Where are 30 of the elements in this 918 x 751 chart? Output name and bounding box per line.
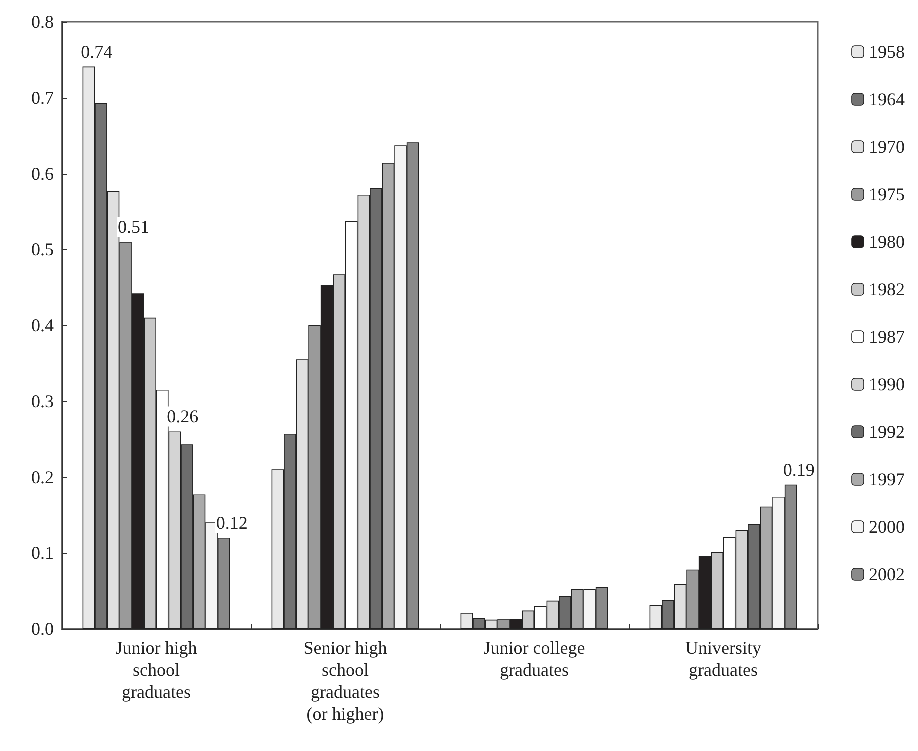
y-tick-label: 0.5 (32, 240, 54, 260)
x-tick-label: Junior college graduates (484, 638, 586, 680)
y-tick-label: 0.1 (32, 543, 54, 564)
x-tick-label: Senior high school graduates (or higher) (304, 638, 388, 724)
y-tick-label: 0.4 (32, 316, 54, 336)
x-tick-label: University graduates (686, 638, 762, 680)
data-label: 0.19 (783, 460, 815, 480)
data-label: 0.12 (216, 512, 248, 533)
y-tick-label: 0.6 (32, 164, 54, 184)
y-tick-label: 0.3 (32, 391, 54, 412)
legend-label: 2000 (869, 517, 905, 537)
legend-label: 1992 (869, 422, 905, 442)
legend-label: 1975 (869, 184, 905, 204)
legend-label: 2002 (869, 564, 905, 584)
legend-label: 1982 (869, 280, 905, 300)
legend-label: 1958 (869, 42, 905, 62)
y-tick-label: 0.0 (32, 619, 54, 639)
legend-label: 1997 (869, 470, 905, 490)
legend-label: 1964 (869, 90, 905, 110)
legend-label: 1990 (869, 374, 905, 394)
data-label: 0.51 (118, 217, 150, 238)
x-tick-label: Junior high school graduates (116, 638, 198, 702)
legend-label: 1980 (869, 232, 905, 252)
data-label: 0.74 (81, 42, 113, 62)
y-tick-label: 0.7 (32, 88, 54, 108)
y-tick-label: 0.8 (32, 12, 54, 32)
y-tick-label: 0.2 (32, 467, 54, 488)
legend-label: 1987 (869, 327, 905, 347)
data-label: 0.26 (167, 406, 199, 427)
legend-label: 1970 (869, 137, 905, 157)
